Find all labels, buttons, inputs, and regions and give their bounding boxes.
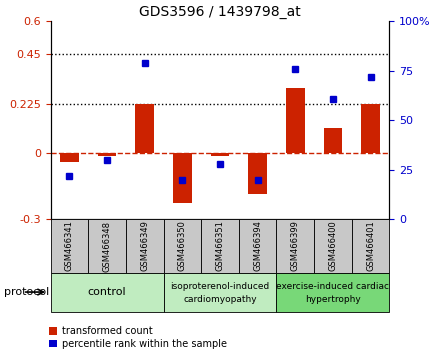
Legend: transformed count, percentile rank within the sample: transformed count, percentile rank withi… — [49, 326, 227, 349]
Text: protocol: protocol — [4, 287, 50, 297]
Bar — [60, 153, 79, 162]
Text: GSM466394: GSM466394 — [253, 221, 262, 272]
Text: cardiomyopathy: cardiomyopathy — [183, 295, 257, 304]
Bar — [286, 88, 305, 153]
Bar — [276, 273, 389, 312]
Text: GSM466350: GSM466350 — [178, 221, 187, 272]
Bar — [164, 219, 201, 273]
Bar — [136, 104, 154, 153]
Bar — [201, 219, 239, 273]
Bar — [173, 153, 192, 203]
Title: GDS3596 / 1439798_at: GDS3596 / 1439798_at — [139, 5, 301, 19]
Bar — [352, 219, 389, 273]
Text: GSM466348: GSM466348 — [103, 221, 112, 272]
Bar — [51, 219, 88, 273]
Bar — [98, 153, 117, 156]
Text: GSM466399: GSM466399 — [291, 221, 300, 272]
Text: isoproterenol-induced: isoproterenol-induced — [170, 282, 270, 291]
Bar — [323, 128, 342, 153]
Text: GSM466401: GSM466401 — [366, 221, 375, 272]
Text: GSM466351: GSM466351 — [216, 221, 224, 272]
Bar — [164, 273, 276, 312]
Text: GSM466341: GSM466341 — [65, 221, 74, 272]
Text: GSM466400: GSM466400 — [328, 221, 337, 272]
Text: exercise-induced cardiac: exercise-induced cardiac — [276, 282, 389, 291]
Bar — [126, 219, 164, 273]
Bar — [239, 219, 276, 273]
Bar — [51, 273, 164, 312]
Bar — [361, 104, 380, 153]
Text: GSM466349: GSM466349 — [140, 221, 149, 272]
Bar — [88, 219, 126, 273]
Text: hypertrophy: hypertrophy — [305, 295, 361, 304]
Bar — [314, 219, 352, 273]
Bar — [211, 153, 229, 156]
Text: control: control — [88, 287, 126, 297]
Bar — [276, 219, 314, 273]
Bar — [248, 153, 267, 194]
